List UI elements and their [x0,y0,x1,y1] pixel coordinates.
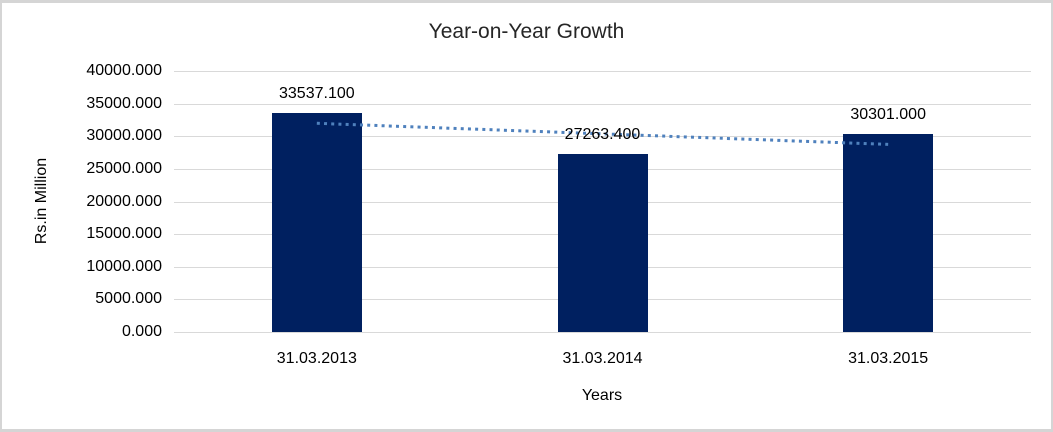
y-axis-title: Rs.in Million [33,157,50,245]
y-tick-label: 15000.000 [86,225,162,242]
x-tick-label: 31.03.2014 [562,350,643,367]
data-label: 30301.000 [850,106,926,124]
y-tick-label: 35000.000 [86,95,162,112]
y-tick-label: 30000.000 [86,127,162,144]
bar-31.03.2015 [843,134,934,332]
y-tick-label: 10000.000 [86,258,162,275]
gridline [174,332,1031,333]
gridline [174,104,1031,105]
chart-title: Year-on-Year Growth [428,20,625,43]
y-tick-label: 40000.000 [86,62,162,79]
y-tick-label: 5000.000 [95,290,162,307]
y-tick-label: 25000.000 [86,160,162,177]
data-label: 33537.100 [279,85,355,103]
bar-31.03.2013 [271,113,362,332]
x-tick-label: 31.03.2013 [276,350,357,367]
x-axis-title: Years [581,387,623,404]
x-tick-label: 31.03.2015 [848,350,929,367]
gridline [174,71,1031,72]
data-label: 27263.400 [564,126,641,144]
y-tick-label: 0.000 [121,323,162,340]
y-tick-label: 20000.000 [86,193,162,210]
bar-31.03.2014 [557,154,648,332]
